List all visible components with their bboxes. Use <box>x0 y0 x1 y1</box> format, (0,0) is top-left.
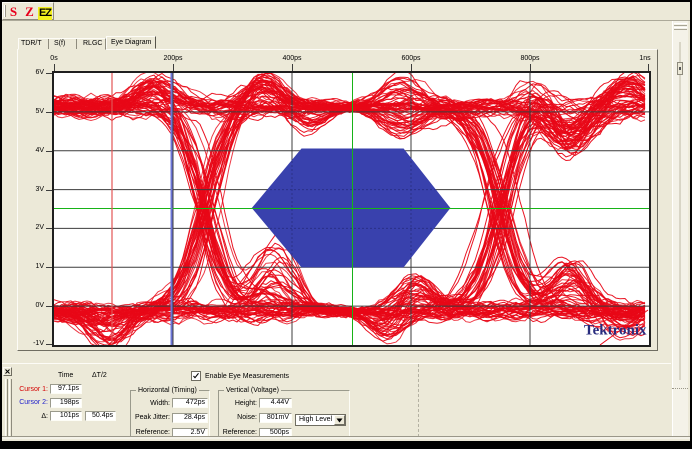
svg-text:Tektronix: Tektronix <box>584 323 647 339</box>
